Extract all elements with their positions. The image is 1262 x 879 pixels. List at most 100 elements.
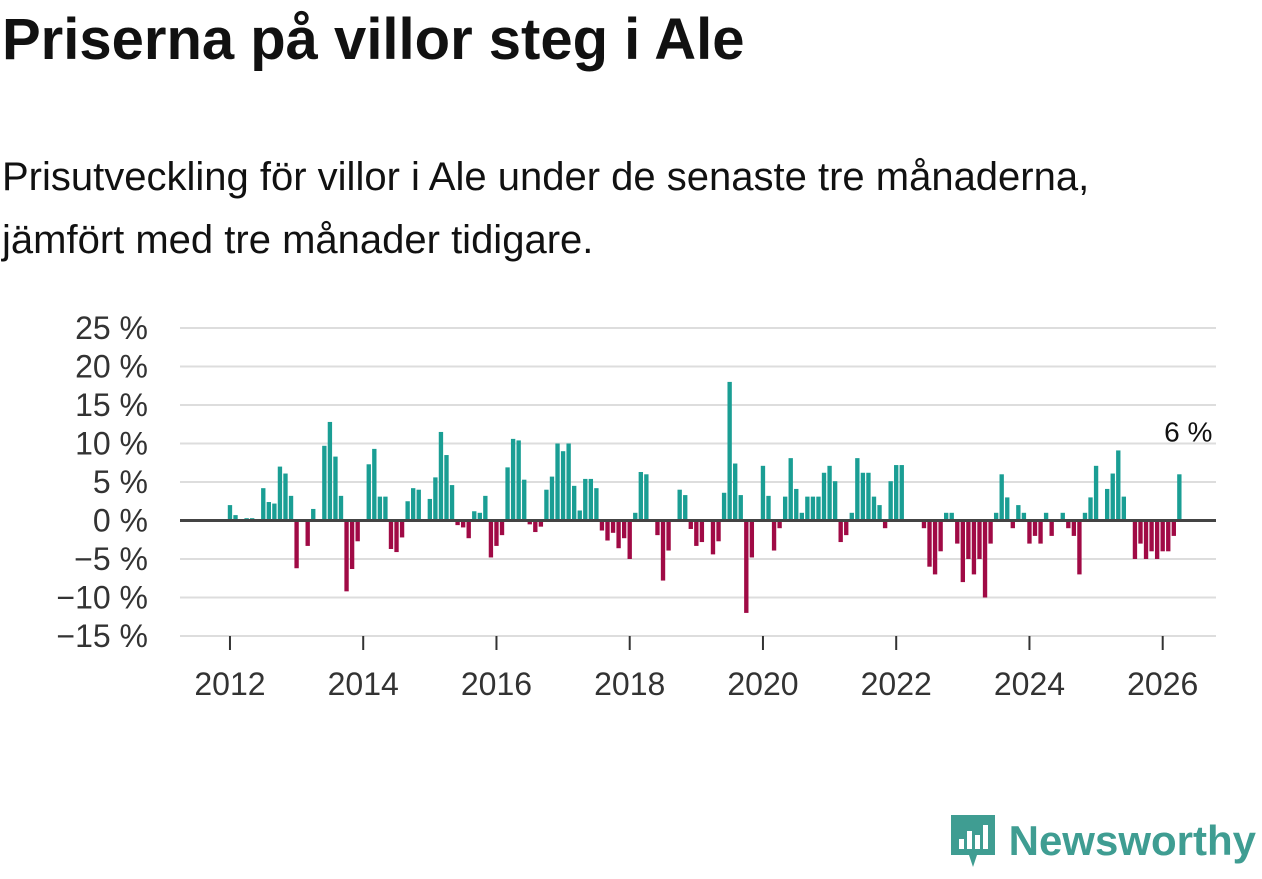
bars	[227, 381, 1182, 613]
bar	[827, 465, 832, 521]
bar	[710, 520, 716, 555]
bar	[1060, 512, 1065, 521]
bar	[227, 505, 233, 521]
bar	[1110, 473, 1115, 521]
bar	[888, 481, 893, 521]
bar	[683, 495, 688, 521]
bar	[882, 520, 888, 529]
x-tick-label: 2020	[727, 666, 798, 702]
bar	[411, 488, 416, 521]
bar	[333, 456, 338, 521]
bar	[233, 515, 238, 521]
y-tick-label: 0 %	[93, 503, 148, 539]
x-tick-label: 2022	[861, 666, 932, 702]
annotation-label: 6 %	[1164, 416, 1212, 447]
bar	[355, 520, 360, 542]
bar	[766, 495, 771, 521]
bar	[494, 520, 499, 546]
bar	[760, 465, 766, 521]
bar	[405, 501, 410, 521]
bar	[266, 502, 272, 521]
bar	[932, 520, 938, 575]
bar	[1121, 496, 1127, 521]
bar	[1038, 520, 1043, 544]
bar	[1088, 497, 1093, 521]
bar	[1177, 474, 1182, 521]
bar	[1132, 520, 1138, 559]
bar	[477, 512, 482, 521]
bar	[283, 473, 288, 521]
bar	[472, 511, 477, 521]
bar	[966, 520, 971, 559]
bar	[794, 488, 799, 521]
brand-name: Newsworthy	[1008, 817, 1256, 864]
bar	[855, 458, 860, 521]
bar	[616, 520, 621, 549]
bar	[894, 465, 899, 521]
bar	[311, 508, 316, 521]
bar	[1032, 520, 1038, 536]
bar	[277, 466, 283, 521]
bar	[777, 520, 782, 529]
bar	[322, 445, 327, 521]
bar	[344, 520, 349, 592]
bar	[860, 472, 866, 521]
bar	[832, 481, 838, 521]
bar	[899, 465, 904, 521]
bar	[533, 520, 538, 533]
y-tick-label: 20 %	[75, 349, 148, 385]
bar	[327, 421, 333, 521]
bar	[505, 467, 510, 521]
bar	[527, 520, 532, 525]
y-tick-label: 5 %	[93, 464, 148, 500]
bar	[449, 485, 455, 521]
bar	[982, 520, 988, 598]
bar	[516, 440, 521, 521]
x-tick-label: 2018	[594, 666, 665, 702]
bar	[627, 520, 632, 559]
bar	[1116, 450, 1121, 521]
bar	[599, 520, 605, 531]
bar	[566, 443, 571, 521]
bar	[821, 472, 827, 521]
bar	[544, 489, 549, 521]
bar	[782, 496, 788, 521]
bar	[1016, 505, 1021, 521]
bar	[588, 478, 594, 521]
bar	[1160, 520, 1165, 552]
bar	[433, 477, 438, 521]
bar	[1171, 520, 1176, 536]
bar	[388, 520, 394, 549]
bar	[466, 520, 471, 539]
bar	[444, 455, 449, 521]
bar	[988, 520, 993, 544]
bar	[460, 520, 466, 528]
bar	[288, 495, 294, 521]
bar	[1010, 520, 1015, 529]
bar	[577, 510, 582, 521]
bar	[372, 448, 377, 521]
bar	[488, 520, 494, 558]
bar	[1149, 520, 1154, 552]
bar	[699, 520, 705, 543]
bar	[549, 476, 555, 521]
bar	[294, 520, 299, 569]
bar	[660, 520, 666, 581]
x-tick-label: 2024	[994, 666, 1065, 702]
bar	[1154, 520, 1160, 559]
bar	[949, 512, 954, 521]
bar	[1082, 512, 1088, 521]
bar	[749, 520, 755, 558]
bar	[810, 496, 816, 521]
bar	[572, 485, 577, 521]
bar	[999, 474, 1004, 521]
bar	[1166, 520, 1171, 552]
bar	[866, 472, 871, 521]
bar	[716, 520, 721, 542]
bar	[594, 488, 599, 521]
x-axis: 2012 2014 2016 2018 2020 2022 2024 2026	[194, 636, 1198, 702]
bar	[877, 505, 882, 521]
bar	[1138, 520, 1143, 544]
bar	[993, 512, 999, 521]
bar	[733, 463, 738, 521]
